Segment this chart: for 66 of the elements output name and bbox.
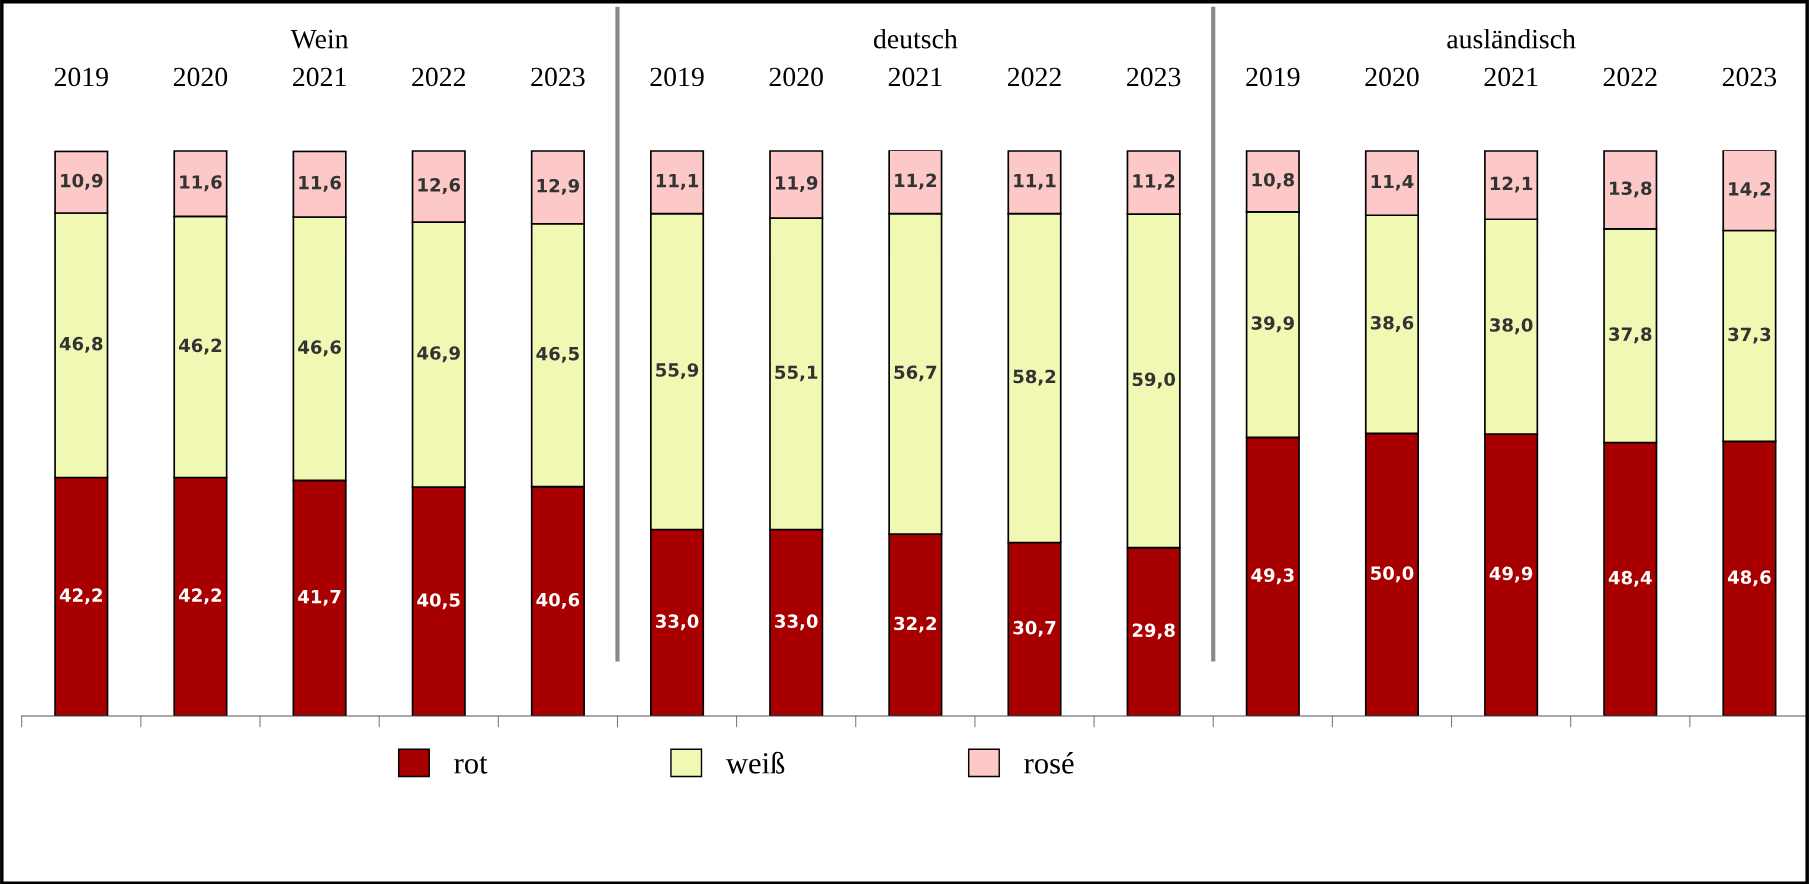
data-label: 12,6 <box>418 178 461 194</box>
legend-label: weiß <box>725 751 785 774</box>
data-label: 49,3 <box>1251 568 1294 585</box>
data-label: 48,4 <box>1608 570 1652 587</box>
data-label: 11,6 <box>180 175 222 192</box>
x-tick-label: 2023 <box>1722 67 1777 87</box>
data-label: 11,2 <box>895 173 937 190</box>
x-tick-label: 2022 <box>412 67 465 87</box>
data-label: 42,2 <box>59 588 102 605</box>
data-label: 12,1 <box>1490 176 1533 193</box>
data-label: 33,0 <box>775 614 818 631</box>
x-tick-label: 2022 <box>1007 67 1061 87</box>
data-label: 50,0 <box>1371 566 1414 583</box>
x-tick-label: 2019 <box>54 67 108 87</box>
data-label: 10,8 <box>1252 172 1294 189</box>
text: Wein <box>290 29 349 49</box>
x-tick-label: 2022 <box>1603 67 1657 87</box>
data-label: 40,5 <box>417 593 460 610</box>
x-tick-label: 2019 <box>1246 67 1300 87</box>
data-label: 12,9 <box>537 178 580 195</box>
data-label: 37,8 <box>1609 327 1652 344</box>
data-label: 46,8 <box>59 336 103 353</box>
data-label: 41,7 <box>298 590 341 606</box>
data-label: 11,1 <box>1014 174 1056 190</box>
data-label: 11,1 <box>656 174 699 190</box>
data-label: 33,0 <box>655 614 699 631</box>
data-label: 58,2 <box>1013 369 1056 386</box>
data-label: 39,9 <box>1251 316 1294 333</box>
x-tick-label: 2020 <box>173 67 228 87</box>
x-tick-label: 2020 <box>769 67 823 87</box>
data-label: 38,6 <box>1370 315 1414 332</box>
data-label: 56,7 <box>894 365 937 382</box>
data-label: 49,9 <box>1489 566 1533 583</box>
x-tick-label: 2021 <box>1484 67 1538 87</box>
x-tick-label: 2020 <box>1365 67 1419 87</box>
data-label: 46,2 <box>178 338 222 355</box>
data-label: 11,4 <box>1371 174 1414 191</box>
text: ausländisch <box>1447 28 1576 49</box>
legend-label: rosé <box>1024 752 1074 774</box>
data-label: 42,2 <box>178 588 222 605</box>
data-label: 55,1 <box>775 365 818 382</box>
data-label: 59,0 <box>1132 372 1176 389</box>
data-label: 46,9 <box>417 346 460 363</box>
text: deutsch <box>873 28 958 49</box>
legend-label: rot <box>454 756 488 774</box>
data-label: 29,8 <box>1132 623 1175 640</box>
data-label: 38,0 <box>1490 318 1533 335</box>
data-label: 46,5 <box>536 346 579 363</box>
data-label: 37,3 <box>1728 327 1771 344</box>
x-tick-label: 2019 <box>650 67 704 87</box>
data-label: 55,9 <box>656 363 699 380</box>
data-label: 40,6 <box>536 592 580 609</box>
x-tick-label: 2023 <box>531 67 585 87</box>
data-label: 10,9 <box>61 173 103 190</box>
data-label: 46,6 <box>298 340 341 357</box>
data-label: 11,2 <box>1133 174 1175 191</box>
x-tick-label: 2021 <box>888 67 942 87</box>
x-tick-label: 2021 <box>293 67 346 87</box>
data-label: 11,6 <box>299 175 341 192</box>
data-label: 32,2 <box>894 616 937 633</box>
data-label: 14,2 <box>1729 181 1771 198</box>
data-label: 30,7 <box>1013 620 1056 637</box>
x-tick-label: 2023 <box>1127 67 1181 87</box>
data-label: 48,6 <box>1727 570 1771 587</box>
data-label: 11,9 <box>775 176 818 193</box>
data-label: 13,8 <box>1610 181 1652 198</box>
